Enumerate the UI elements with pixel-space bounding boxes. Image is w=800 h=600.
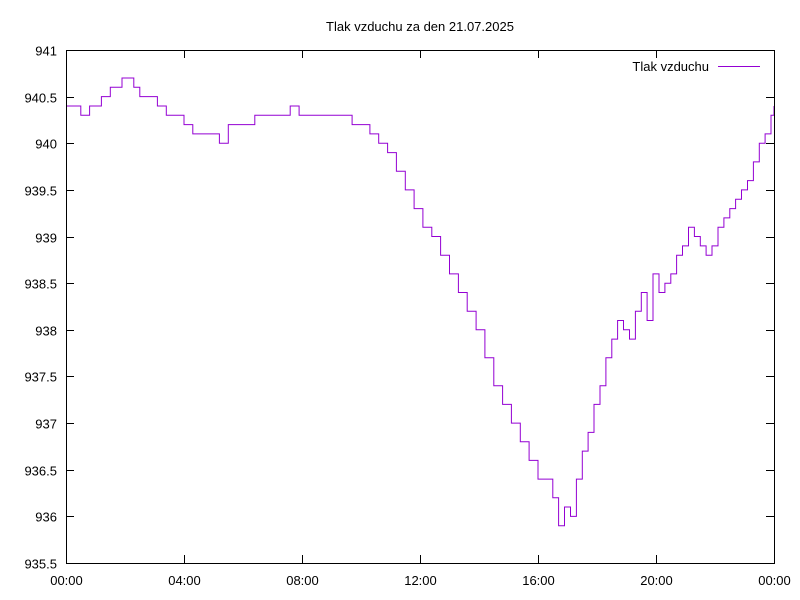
x-tick-label: 12:00 <box>404 573 437 588</box>
y-tick-label: 938 <box>35 324 57 339</box>
y-tick-label: 935.5 <box>24 557 57 572</box>
y-tick-label: 939 <box>35 231 57 246</box>
x-tick-label: 00:00 <box>50 573 83 588</box>
axis-ticks: 935.5 936 936.5 937 937.5 938 938.5 939 939.5 940… <box>24 44 790 589</box>
x-tick-label: 20:00 <box>640 573 673 588</box>
y-tick-label: 936.5 <box>24 464 57 479</box>
series-lines <box>66 77 775 527</box>
y-tick-label: 941 <box>35 44 57 59</box>
legend: Tlak vzduchu <box>632 59 760 74</box>
y-tick-label: 940.5 <box>24 91 57 106</box>
x-tick-label: 04:00 <box>168 573 201 588</box>
x-tick-label: 00:00 <box>758 573 791 588</box>
series-line-0 <box>66 77 775 527</box>
chart-title: Tlak vzduchu za den 21.07.2025 <box>326 19 514 34</box>
y-tick-label: 940 <box>35 137 57 152</box>
y-tick-label: 936 <box>35 510 57 525</box>
x-tick-label: 16:00 <box>522 573 555 588</box>
y-tick-label: 937 <box>35 417 57 432</box>
legend-label: Tlak vzduchu <box>632 59 709 74</box>
y-tick-label: 939.5 <box>24 184 57 199</box>
x-tick-label: 08:00 <box>286 573 319 588</box>
plot-frame <box>66 50 775 564</box>
y-tick-label: 937.5 <box>24 370 57 385</box>
y-tick-label: 938.5 <box>24 277 57 292</box>
